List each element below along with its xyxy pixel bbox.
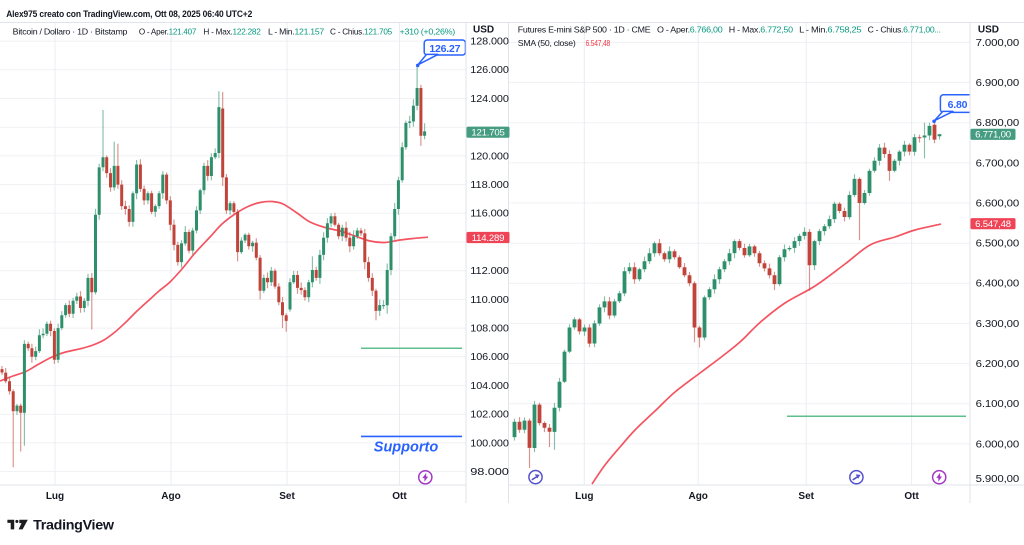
svg-text:6.547,48: 6.547,48	[586, 38, 611, 48]
svg-text:Set: Set	[798, 491, 814, 502]
svg-text:USD: USD	[978, 24, 999, 35]
svg-text:6.500,00: 6.500,00	[976, 239, 1020, 250]
svg-text:116.000: 116.000	[470, 209, 509, 220]
svg-text:H - Max.6.772,50: H - Max. 6.772,50	[729, 25, 794, 35]
svg-text:106.000: 106.000	[470, 352, 509, 363]
svg-text:SMA (50, close): SMA (50, close)	[518, 38, 576, 48]
svg-text:TradingView: TradingView	[33, 518, 114, 533]
svg-text:O - Aper.6.766,00: O - Aper. 6.766,00	[657, 25, 723, 35]
svg-text:6.100,00: 6.100,00	[976, 399, 1020, 410]
svg-text:98.000: 98.000	[470, 467, 509, 478]
svg-text:110.000: 110.000	[470, 295, 509, 306]
svg-text:112.000: 112.000	[470, 266, 509, 277]
svg-text:100.000: 100.000	[470, 438, 509, 449]
svg-text:126.000: 126.000	[470, 65, 509, 76]
svg-text:6.771,00: 6.771,00	[975, 130, 1011, 141]
svg-text:128.000: 128.000	[470, 37, 509, 48]
svg-text:Ago: Ago	[161, 491, 180, 502]
svg-text:6.547,48: 6.547,48	[975, 219, 1011, 230]
svg-text:6.600,00: 6.600,00	[976, 198, 1020, 209]
svg-text:6.000,00: 6.000,00	[976, 439, 1020, 450]
svg-text:6.800,00: 6.800,00	[976, 118, 1020, 129]
svg-text:120.000: 120.000	[470, 151, 509, 162]
svg-text:6.700,00: 6.700,00	[976, 158, 1020, 169]
svg-text:Futures E-mini S&P 500 · 1D ·: Futures E-mini S&P 500 · 1D · CME	[518, 25, 651, 35]
svg-text:Supporto: Supporto	[374, 440, 439, 456]
svg-text:126.27: 126.27	[429, 43, 460, 55]
svg-text:O - Aper.121.407: O - Aper.121.407	[139, 26, 197, 36]
svg-text:C - Chius.6.771,00...: C - Chius.6.771,00...	[868, 25, 941, 35]
svg-text:5.900,00: 5.900,00	[976, 474, 1020, 485]
svg-text:114.289: 114.289	[472, 233, 505, 244]
svg-text:6.80: 6.80	[948, 99, 968, 111]
svg-text:Ott: Ott	[392, 491, 407, 502]
svg-text:Alex975 creato con TradingView: Alex975 creato con TradingView.com, Ott …	[6, 9, 252, 19]
svg-text:H - Max.122.282: H - Max.122.282	[203, 26, 261, 36]
svg-text:104.000: 104.000	[470, 381, 509, 392]
svg-text:6.200,00: 6.200,00	[976, 359, 1020, 370]
svg-text:+310 (+0,26%): +310 (+0,26%)	[400, 26, 456, 36]
svg-text:121.705: 121.705	[471, 128, 504, 139]
svg-text:L - Min.6.758,25: L - Min. 6.758,25	[799, 25, 862, 35]
svg-text:Lug: Lug	[46, 491, 64, 502]
svg-text:L - Min.121.157: L - Min.121.157	[268, 26, 325, 36]
svg-text:Bitcoin / Dollaro · 1D · Bitst: Bitcoin / Dollaro · 1D · Bitstamp	[13, 26, 128, 36]
svg-text:6.300,00: 6.300,00	[976, 319, 1020, 330]
svg-text:6.900,00: 6.900,00	[976, 78, 1020, 89]
svg-text:6.400,00: 6.400,00	[976, 279, 1020, 290]
svg-text:102.000: 102.000	[470, 410, 509, 421]
svg-text:Ott: Ott	[904, 491, 919, 502]
svg-text:USD: USD	[473, 24, 494, 35]
svg-text:124.000: 124.000	[470, 94, 509, 105]
svg-text:Lug: Lug	[575, 491, 593, 502]
svg-text:C - Chius.121.705: C - Chius.121.705	[330, 26, 393, 36]
svg-text:108.000: 108.000	[470, 324, 509, 335]
svg-text:7.000,00: 7.000,00	[976, 38, 1020, 49]
svg-text:Ago: Ago	[688, 491, 707, 502]
svg-text:118.000: 118.000	[470, 180, 509, 191]
svg-text:Set: Set	[279, 491, 295, 502]
